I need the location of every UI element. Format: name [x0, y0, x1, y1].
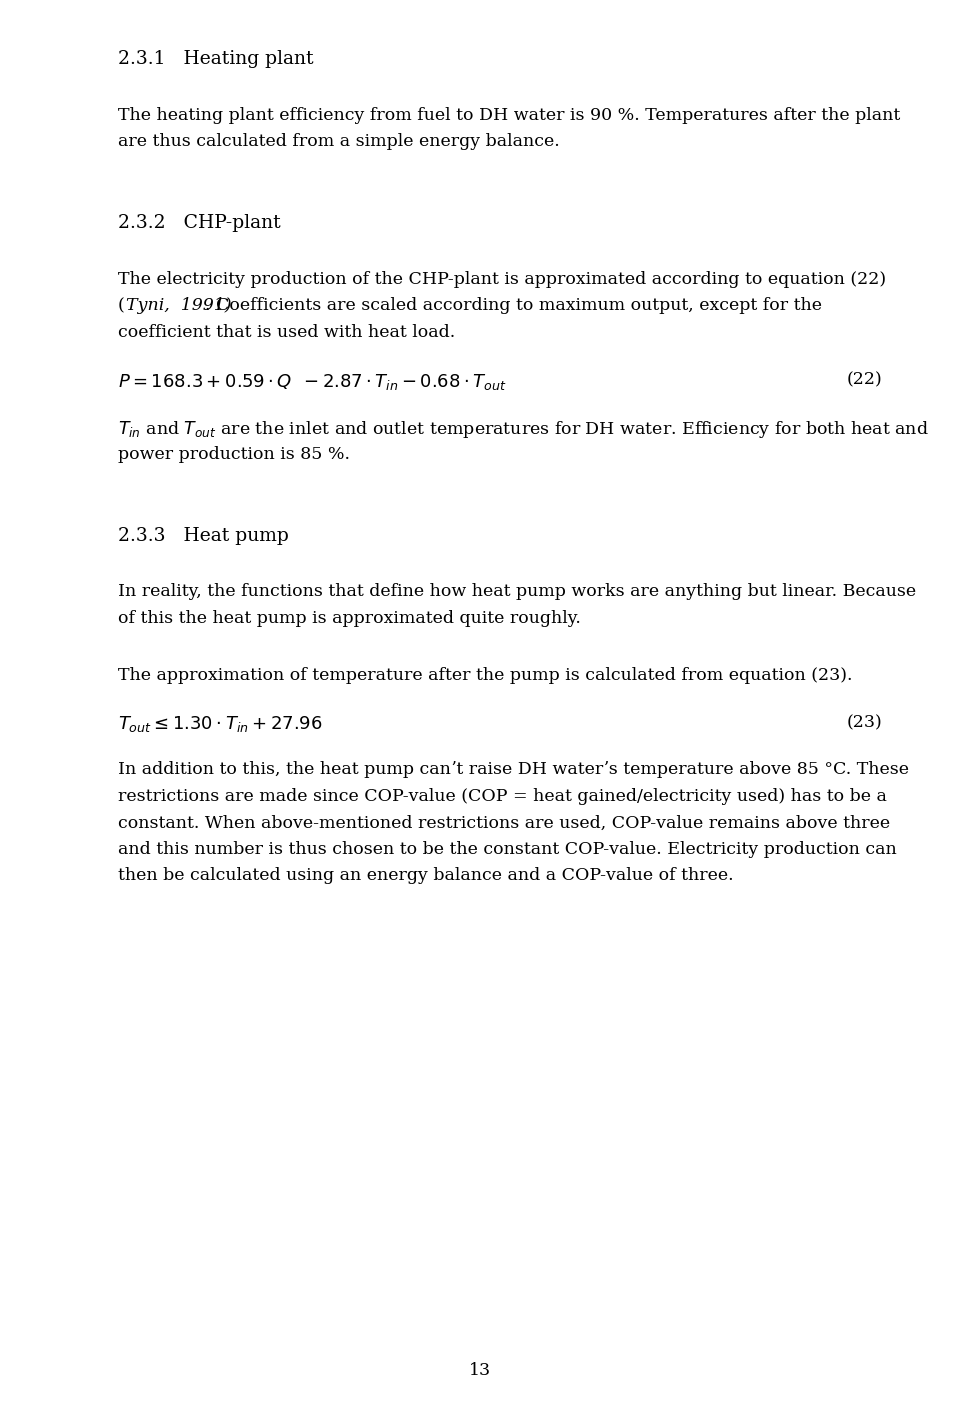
Text: (22): (22) [847, 371, 882, 388]
Text: 2.3.2   CHP-plant: 2.3.2 CHP-plant [118, 214, 280, 232]
Text: The electricity production of the CHP-plant is approximated according to equatio: The electricity production of the CHP-pl… [118, 272, 886, 288]
Text: The approximation of temperature after the pump is calculated from equation (23): The approximation of temperature after t… [118, 667, 852, 684]
Text: In addition to this, the heat pump canʼt raise DH waterʼs temperature above 85 °: In addition to this, the heat pump canʼt… [118, 761, 909, 778]
Text: $T_{in}$ and $T_{out}$ are the inlet and outlet temperatures for DH water. Effic: $T_{in}$ and $T_{out}$ are the inlet and… [118, 419, 929, 440]
Text: restrictions are made since COP-value (COP = heat gained/electricity used) has t: restrictions are made since COP-value (C… [118, 788, 887, 805]
Text: The heating plant efficiency from fuel to DH water is 90 %. Temperatures after t: The heating plant efficiency from fuel t… [118, 107, 900, 124]
Text: 2.3.1   Heating plant: 2.3.1 Heating plant [118, 51, 314, 68]
Text: and this number is thus chosen to be the constant COP-value. Electricity product: and this number is thus chosen to be the… [118, 841, 897, 858]
Text: $P = 168.3 + 0.59 \cdot Q \;\; - 2.87 \cdot T_{in} - 0.68 \cdot T_{out}$: $P = 168.3 + 0.59 \cdot Q \;\; - 2.87 \c… [118, 371, 507, 391]
Text: power production is 85 %.: power production is 85 %. [118, 446, 350, 463]
Text: Tyni,  1991): Tyni, 1991) [127, 297, 232, 315]
Text: (23): (23) [847, 713, 882, 732]
Text: coefficient that is used with heat load.: coefficient that is used with heat load. [118, 324, 455, 340]
Text: . Coefficients are scaled according to maximum output, except for the: . Coefficients are scaled according to m… [205, 297, 822, 315]
Text: 2.3.3   Heat pump: 2.3.3 Heat pump [118, 528, 289, 545]
Text: $T_{out} \leq 1.30 \cdot T_{in} + 27.96$: $T_{out} \leq 1.30 \cdot T_{in} + 27.96$ [118, 713, 323, 734]
Text: are thus calculated from a simple energy balance.: are thus calculated from a simple energy… [118, 134, 560, 151]
Text: of this the heat pump is approximated quite roughly.: of this the heat pump is approximated qu… [118, 611, 581, 628]
Text: 13: 13 [468, 1362, 492, 1379]
Text: In reality, the functions that define how heat pump works are anything but linea: In reality, the functions that define ho… [118, 584, 916, 601]
Text: (: ( [118, 297, 125, 315]
Text: then be calculated using an energy balance and a COP-value of three.: then be calculated using an energy balan… [118, 868, 733, 885]
Text: constant. When above-mentioned restrictions are used, COP-value remains above th: constant. When above-mentioned restricti… [118, 815, 890, 832]
